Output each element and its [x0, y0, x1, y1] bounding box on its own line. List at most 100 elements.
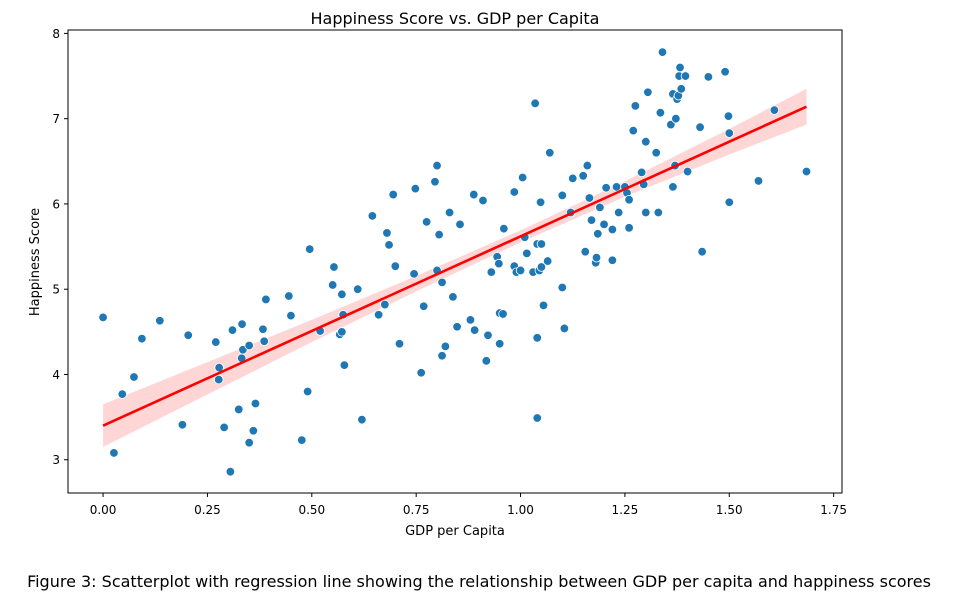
data-point — [675, 62, 685, 73]
y-tick-label: 7 — [52, 112, 60, 126]
data-point — [624, 194, 634, 205]
data-point — [214, 374, 224, 385]
data-point — [448, 292, 458, 302]
data-point — [720, 67, 730, 77]
data-point — [129, 372, 139, 382]
data-point — [536, 262, 547, 272]
y-tick-label: 3 — [52, 453, 60, 467]
x-tick-label: 1.00 — [507, 503, 534, 517]
data-point — [607, 255, 618, 265]
data-point — [329, 262, 339, 272]
y-axis: 3 4 5 6 7 8 — [52, 27, 68, 467]
data-point — [680, 71, 691, 81]
data-point — [373, 310, 384, 320]
x-tick-label: 0.50 — [298, 503, 325, 517]
data-point — [337, 289, 347, 300]
x-tick-label: 0.00 — [90, 503, 117, 517]
data-point — [653, 207, 664, 218]
data-point — [259, 336, 269, 346]
x-tick-label: 0.75 — [403, 503, 430, 517]
data-point — [244, 340, 254, 351]
data-point — [515, 265, 526, 276]
data-point — [339, 360, 350, 370]
data-point — [382, 228, 392, 238]
x-tick-label: 0.25 — [194, 503, 221, 517]
data-point — [297, 435, 307, 445]
data-point — [676, 84, 686, 94]
data-point — [695, 122, 705, 132]
y-tick-label: 5 — [52, 283, 60, 297]
data-point — [580, 246, 590, 257]
data-point — [671, 113, 681, 124]
y-tick-label: 8 — [52, 27, 60, 41]
data-point — [536, 239, 547, 249]
x-axis: 0.00 0.25 0.50 0.75 1.00 1.25 1.50 1.75 — [90, 493, 847, 517]
y-tick-label: 4 — [52, 368, 60, 382]
data-point — [601, 183, 611, 193]
data-point — [557, 282, 567, 293]
data-point — [538, 300, 549, 311]
data-point — [440, 341, 451, 352]
data-point — [584, 193, 595, 203]
data-point — [624, 223, 634, 233]
data-point — [155, 316, 165, 326]
data-point — [250, 398, 261, 409]
data-point — [286, 310, 296, 321]
data-point — [248, 426, 259, 436]
data-point — [697, 246, 707, 257]
data-point — [390, 261, 401, 271]
chart-title: Happiness Score vs. GDP per Capita — [311, 9, 600, 28]
data-point — [227, 325, 238, 335]
data-point — [353, 284, 363, 294]
data-point — [628, 125, 638, 136]
data-point — [522, 248, 532, 259]
data-point — [559, 323, 570, 334]
data-point — [582, 160, 593, 171]
data-point — [469, 325, 480, 335]
data-point — [517, 172, 528, 183]
data-point — [244, 437, 254, 448]
data-point — [666, 119, 676, 130]
data-point — [724, 128, 734, 138]
data-point — [237, 319, 247, 329]
data-point — [380, 299, 390, 310]
data-point — [430, 177, 440, 187]
data-points — [98, 47, 812, 477]
data-point — [421, 217, 432, 227]
data-point — [591, 252, 602, 263]
data-point — [494, 339, 505, 349]
data-point — [703, 72, 714, 82]
data-point — [109, 448, 119, 458]
data-point — [769, 105, 780, 115]
confidence-band-area — [103, 88, 807, 447]
data-point — [327, 280, 338, 290]
data-point — [568, 173, 578, 184]
data-point — [530, 98, 540, 109]
data-point — [258, 324, 268, 334]
scatter-chart: Happiness Score vs. GDP per Capita 0.00 0… — [28, 9, 847, 539]
figure-caption: Figure 3: Scatterplot with regression li… — [27, 572, 931, 591]
data-point — [234, 404, 244, 415]
data-point — [724, 197, 734, 207]
data-point — [469, 189, 479, 200]
data-point — [498, 309, 508, 319]
data-point — [651, 148, 661, 158]
data-point — [636, 167, 647, 178]
data-point — [545, 148, 555, 158]
data-point — [599, 219, 609, 230]
data-point — [410, 183, 421, 194]
data-point — [630, 101, 641, 111]
data-point — [465, 315, 476, 325]
data-point — [657, 47, 668, 57]
data-point — [535, 197, 546, 207]
data-point — [641, 136, 651, 147]
data-point — [394, 339, 405, 349]
data-point — [388, 189, 398, 200]
data-point — [437, 351, 447, 361]
data-point — [753, 176, 764, 186]
data-point — [586, 215, 597, 225]
data-point — [682, 166, 693, 177]
confidence-band — [103, 88, 807, 447]
data-point — [542, 256, 553, 266]
data-point — [611, 182, 622, 192]
